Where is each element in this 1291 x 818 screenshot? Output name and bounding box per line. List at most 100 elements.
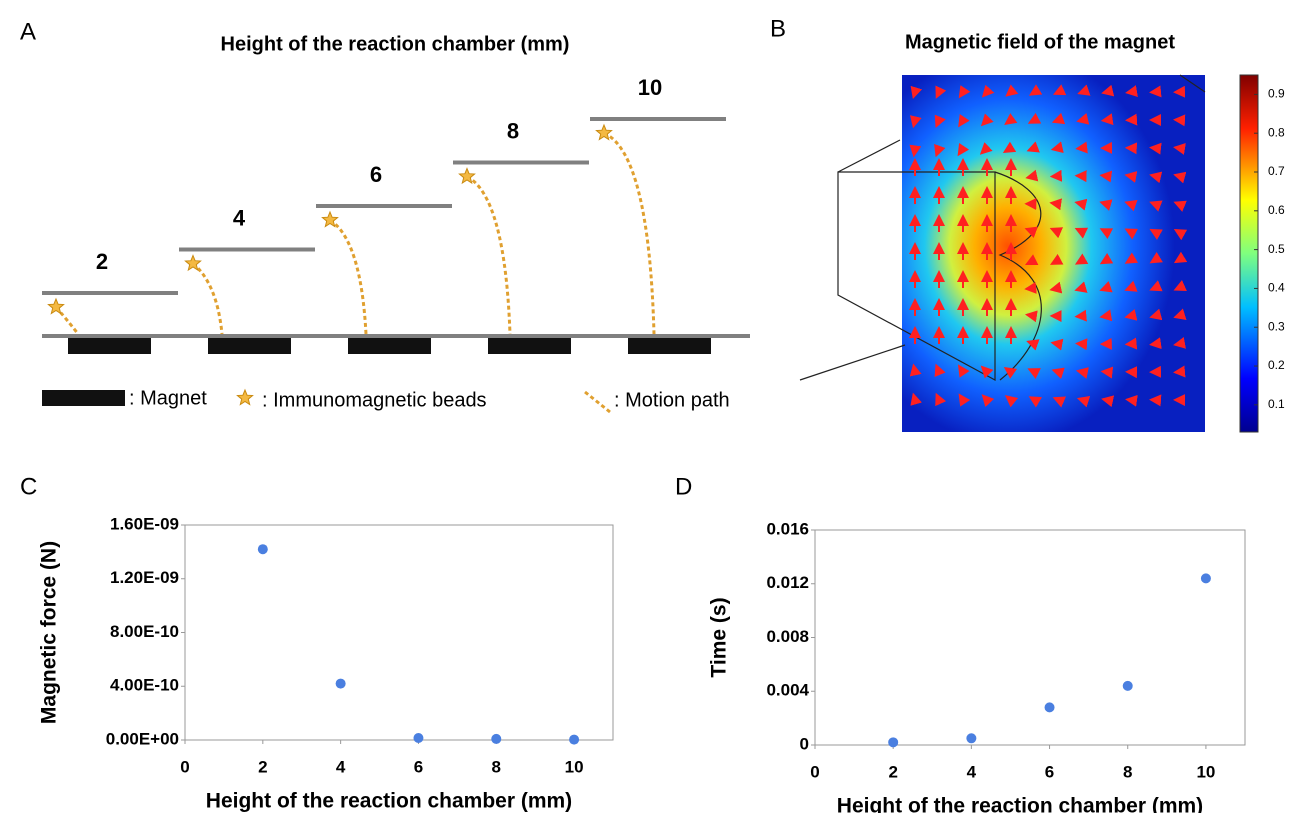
y-tick-label: 1.60E-09 bbox=[110, 514, 179, 533]
x-tick-label: 8 bbox=[1123, 762, 1132, 781]
field-arrow bbox=[1151, 316, 1155, 317]
field-arrow bbox=[1103, 92, 1107, 93]
point bbox=[413, 733, 423, 743]
x-tick-label: 2 bbox=[258, 757, 267, 776]
field-arrow bbox=[1052, 343, 1059, 344]
y-tick-label: 0.008 bbox=[766, 627, 809, 646]
field-arrow bbox=[1175, 202, 1179, 204]
y-tick-label: 0.004 bbox=[766, 681, 809, 700]
field-arrow bbox=[1175, 175, 1179, 176]
field-arrow bbox=[1127, 399, 1131, 400]
field-title: Magnetic field of the magnet bbox=[905, 31, 1175, 53]
plot-area bbox=[185, 525, 613, 740]
magnet bbox=[628, 338, 711, 354]
legend-path bbox=[585, 392, 610, 412]
field-arrow bbox=[1076, 316, 1083, 317]
point bbox=[569, 735, 579, 745]
field-arrow bbox=[1103, 399, 1107, 400]
field-arrow bbox=[1027, 315, 1035, 316]
x-tick-label: 8 bbox=[492, 757, 501, 776]
motion-path bbox=[330, 220, 366, 334]
field-arrow bbox=[1101, 316, 1107, 317]
colorbar-tick-label: 0.6 bbox=[1268, 203, 1285, 217]
field-arrow bbox=[1103, 120, 1107, 121]
field-arrow bbox=[1151, 203, 1155, 204]
colorbar-tick-label: 0.8 bbox=[1268, 125, 1285, 139]
motion-path bbox=[467, 177, 510, 335]
field-map bbox=[800, 75, 1205, 432]
height-label: 6 bbox=[370, 162, 382, 187]
point bbox=[491, 734, 501, 744]
x-tick-label: 0 bbox=[180, 757, 189, 776]
y-tick-label: 0 bbox=[800, 734, 809, 753]
x-tick-label: 6 bbox=[1045, 762, 1054, 781]
point bbox=[1123, 681, 1133, 691]
colorbar-tick-label: 0.4 bbox=[1268, 281, 1285, 295]
bead bbox=[596, 125, 611, 140]
field-arrow bbox=[1175, 147, 1179, 148]
height-label: 8 bbox=[507, 118, 519, 143]
bead bbox=[185, 256, 200, 271]
field-arrow bbox=[1175, 316, 1179, 317]
panel-label: D bbox=[675, 473, 692, 500]
field-arrow bbox=[1151, 344, 1155, 345]
colorbar-tick-label: 0.1 bbox=[1268, 397, 1285, 411]
field-arrow bbox=[914, 365, 915, 372]
x-tick-label: 0 bbox=[810, 762, 819, 781]
point bbox=[336, 679, 346, 689]
motion-path bbox=[193, 264, 222, 335]
y-tick-label: 8.00E-10 bbox=[110, 622, 179, 641]
field-arrow bbox=[1151, 175, 1155, 176]
panel-label: B bbox=[770, 15, 786, 42]
bead bbox=[237, 390, 252, 405]
x-tick-label: 4 bbox=[967, 762, 977, 781]
point bbox=[966, 733, 976, 743]
legend-label: : Immunomagnetic beads bbox=[262, 389, 487, 411]
field-arrow bbox=[1078, 120, 1083, 121]
field-arrow bbox=[1053, 148, 1059, 149]
legend-label: : Motion path bbox=[614, 389, 730, 411]
colorbar-tick-label: 0.7 bbox=[1268, 164, 1285, 178]
motion-path bbox=[604, 133, 654, 334]
field-arrow bbox=[1127, 92, 1131, 93]
magnet bbox=[488, 338, 571, 354]
magnet bbox=[68, 338, 151, 354]
height-label: 10 bbox=[638, 75, 662, 100]
field-arrow bbox=[1079, 92, 1083, 93]
figure: A B C D Height of the reaction chamber (… bbox=[0, 0, 1291, 813]
height-label: 2 bbox=[96, 249, 108, 274]
field-arrow bbox=[1051, 203, 1059, 204]
point bbox=[1045, 702, 1055, 712]
y-tick-label: 4.00E-10 bbox=[110, 676, 179, 695]
panel-label: C bbox=[20, 473, 37, 500]
point bbox=[888, 737, 898, 747]
y-axis-title: Time (s) bbox=[708, 597, 731, 677]
legend-magnet bbox=[42, 390, 125, 406]
field-arrow bbox=[914, 148, 915, 155]
y-tick-label: 0.016 bbox=[766, 519, 809, 538]
field-arrow bbox=[1077, 148, 1083, 149]
field-arrow bbox=[1126, 316, 1131, 317]
x-tick-label: 10 bbox=[1196, 762, 1215, 781]
bead bbox=[322, 212, 337, 227]
x-tick-label: 2 bbox=[888, 762, 897, 781]
x-tick-label: 10 bbox=[565, 757, 584, 776]
colorbar bbox=[1240, 75, 1258, 432]
colorbar-tick-label: 0.9 bbox=[1268, 87, 1285, 101]
x-axis-title: Height of the reaction chamber (mm) bbox=[837, 795, 1203, 813]
x-tick-label: 6 bbox=[414, 757, 423, 776]
plot-area bbox=[815, 530, 1245, 745]
field-arrow bbox=[1175, 344, 1179, 345]
colorbar-tick-label: 0.2 bbox=[1268, 358, 1285, 372]
x-axis-title: Height of the reaction chamber (mm) bbox=[206, 790, 572, 813]
y-tick-label: 0.012 bbox=[766, 573, 809, 592]
panel-label: A bbox=[20, 18, 36, 45]
field-arrow bbox=[1026, 288, 1035, 289]
field-arrow bbox=[1126, 175, 1131, 176]
colorbar-tick-label: 0.3 bbox=[1268, 319, 1285, 333]
legend-label: : Magnet bbox=[129, 387, 207, 409]
field-arrow bbox=[1078, 371, 1083, 372]
y-tick-label: 1.20E-09 bbox=[110, 568, 179, 587]
diagram-title: Height of the reaction chamber (mm) bbox=[221, 33, 570, 55]
colorbar-tick-label: 0.5 bbox=[1268, 242, 1285, 256]
